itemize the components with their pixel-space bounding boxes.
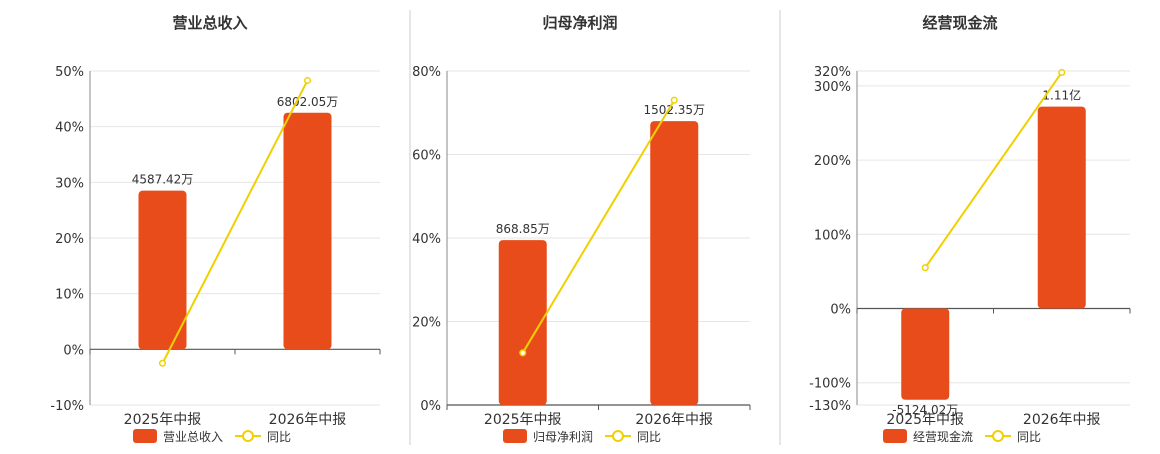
y-tick-label: 0% <box>830 303 851 318</box>
y-tick-label: 0% <box>63 343 84 358</box>
x-tick-label: 2026年中报 <box>1023 412 1101 428</box>
y-tick-label: 40% <box>412 232 441 247</box>
y-tick-label: 300% <box>814 80 851 95</box>
y-tick-label: 60% <box>412 149 441 164</box>
yoy-point <box>519 349 527 357</box>
x-tick-label: 2025年中报 <box>886 412 964 428</box>
yoy-point <box>158 359 167 367</box>
y-tick-label: 320% <box>814 65 851 80</box>
x-tick-label: 2025年中报 <box>484 412 562 428</box>
y-tick-label: -100% <box>809 377 851 392</box>
yoy-point <box>921 264 929 272</box>
legend-line-label: 同比 <box>267 430 291 444</box>
chart-title-1: 营业总收入 <box>172 14 247 32</box>
legend-bar-swatch <box>503 429 527 443</box>
legend-line-marker <box>992 430 1004 442</box>
yoy-point <box>1058 68 1066 77</box>
legend-line-label: 同比 <box>637 430 661 444</box>
yoy-line <box>521 99 676 354</box>
bar-data-label: 6802.05万 <box>277 95 339 109</box>
x-tick-label: 2025年中报 <box>124 412 202 428</box>
bar <box>1037 106 1086 309</box>
x-tick-label: 2026年中报 <box>269 412 347 428</box>
legend-line-marker <box>242 430 254 442</box>
legend-line-marker <box>612 430 624 442</box>
yoy-line <box>161 80 309 364</box>
legend-bar-label: 经营现金流 <box>913 429 973 444</box>
y-tick-label: 30% <box>55 176 84 191</box>
x-tick-label: 2026年中报 <box>635 412 713 428</box>
y-tick-label: 100% <box>814 228 851 243</box>
bar <box>650 121 699 405</box>
chart-title-3: 经营现金流 <box>922 14 997 32</box>
yoy-point <box>303 76 312 85</box>
y-tick-label: 40% <box>55 121 84 136</box>
legend-bar-label: 归母净利润 <box>533 430 593 444</box>
bar <box>138 190 187 350</box>
chart-title-2: 归母净利润 <box>542 14 617 32</box>
y-tick-label: -130% <box>809 399 851 414</box>
legend-line-label: 同比 <box>1017 430 1041 444</box>
bar-data-label: 1.11亿 <box>1042 88 1081 103</box>
y-tick-label: 20% <box>412 316 441 331</box>
bar <box>283 112 332 350</box>
bar-data-label: -5124.02万 <box>892 403 958 417</box>
y-tick-label: 50% <box>55 65 84 80</box>
y-tick-label: 0% <box>420 399 441 414</box>
y-tick-label: 10% <box>55 288 84 303</box>
y-tick-label: -10% <box>50 399 84 414</box>
y-tick-label: 20% <box>55 232 84 247</box>
bar-data-label: 868.85万 <box>496 222 550 236</box>
legend-bar-swatch <box>133 429 157 443</box>
legend-bar-label: 营业总收入 <box>163 430 223 444</box>
bar-data-label: 1502.35万 <box>643 103 705 117</box>
legend-bar-swatch <box>883 429 907 443</box>
yoy-point <box>670 96 678 104</box>
yoy-line <box>924 71 1063 269</box>
y-tick-label: 80% <box>412 65 441 80</box>
bar <box>498 240 547 405</box>
bar-data-label: 4587.42万 <box>132 173 194 187</box>
y-tick-label: 200% <box>814 154 851 169</box>
bar <box>901 308 950 400</box>
